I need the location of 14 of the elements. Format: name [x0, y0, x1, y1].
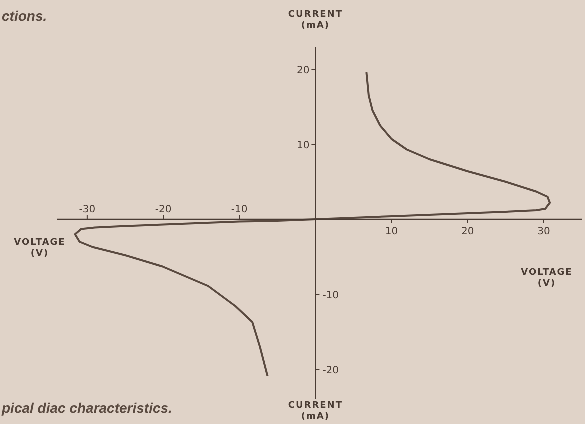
x2-tick-label: -10: [231, 204, 248, 216]
x-axis-title: VOLTAGE (V): [520, 268, 574, 290]
x-tick-label: 30: [538, 226, 550, 238]
x2-axis-title: VOLTAGE (V): [13, 238, 67, 260]
text: pical diac characteristics.: [2, 400, 172, 416]
text: CURRENT (mA): [287, 401, 344, 423]
x-tick-label: 20: [462, 226, 474, 238]
x2-tick-label: -20: [155, 204, 172, 216]
y2-tick-label: -10: [322, 290, 340, 302]
y2-tick-label: -20: [322, 366, 340, 376]
x2-tick-label: -30: [79, 204, 96, 216]
y-axis-title: CURRENT (mA): [287, 10, 344, 32]
text: ctions.: [2, 8, 48, 24]
x-tick-label: 10: [385, 226, 398, 238]
